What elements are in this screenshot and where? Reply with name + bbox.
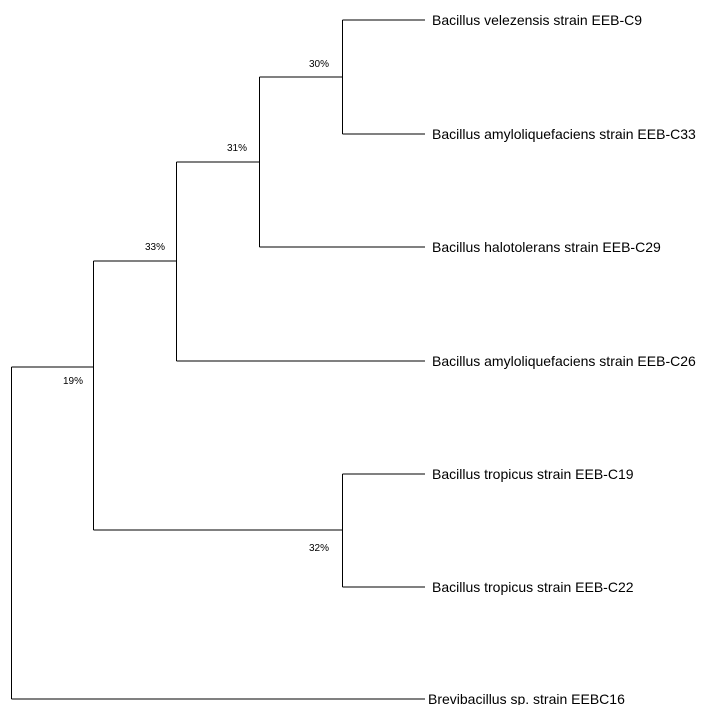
leaf-label-c19: Bacillus tropicus strain EEB-C19	[432, 466, 634, 482]
leaf-label-c26: Bacillus amyloliquefaciens strain EEB-C2…	[432, 353, 696, 369]
tree-branches	[11, 19, 425, 700]
leaf-label-c33: Bacillus amyloliquefaciens strain EEB-C3…	[432, 126, 696, 142]
leaf-label-c9: Bacillus velezensis strain EEB-C9	[432, 12, 642, 28]
leaf-label-c22: Bacillus tropicus strain EEB-C22	[432, 579, 634, 595]
support-label-node-tropicus: 32%	[309, 543, 329, 554]
leaf-label-c29: Bacillus halotolerans strain EEB-C29	[432, 239, 661, 255]
support-label-node-c26: 33%	[145, 242, 165, 253]
support-label-node-bacillus: 19%	[63, 376, 83, 387]
leaf-labels: Bacillus velezensis strain EEB-C9 Bacill…	[428, 12, 696, 705]
support-labels: 30% 31% 33% 32% 19%	[63, 59, 329, 554]
support-label-node-c9-c33: 30%	[309, 59, 329, 70]
leaf-label-c16: Brevibacillus sp. strain EEBC16	[428, 691, 625, 705]
support-label-node-c29: 31%	[227, 143, 247, 154]
